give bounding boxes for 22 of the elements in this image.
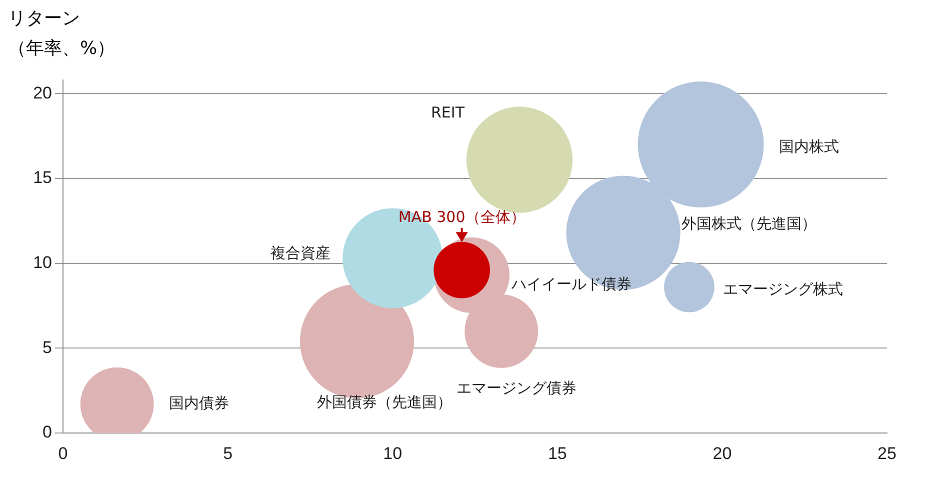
y-tick-label: 15 <box>33 168 52 188</box>
x-tick-label: 20 <box>712 444 732 463</box>
series-label: 外国株式（先進国） <box>681 214 816 233</box>
series-label: エマージング債券 <box>456 379 576 398</box>
series-label: MAB 300（全体） <box>398 208 526 226</box>
x-tick-label: 15 <box>548 444 567 463</box>
series-label: 複合資産 <box>270 244 331 262</box>
x-tick-label: 0 <box>58 444 68 463</box>
series-label: エマージング株式 <box>723 280 844 298</box>
series-label: REIT <box>430 104 466 122</box>
y-axis-title: リターン（年率、%） <box>8 7 116 61</box>
series-label: ハイイールド債券 <box>510 275 632 294</box>
series-label: 外国債券（先進国） <box>317 393 452 412</box>
x-tick-label: 25 <box>878 444 896 463</box>
y-tick-label: 5 <box>42 338 52 357</box>
x-tick-label: 10 <box>383 444 402 463</box>
y-tick-label: 20 <box>33 83 52 102</box>
y-tick-label: 0 <box>42 422 52 442</box>
series-label: 国内債券 <box>169 394 230 412</box>
x-tick-label: 5 <box>223 444 233 463</box>
series-label: 国内株式 <box>778 137 839 156</box>
y-tick-label: 10 <box>33 252 52 272</box>
